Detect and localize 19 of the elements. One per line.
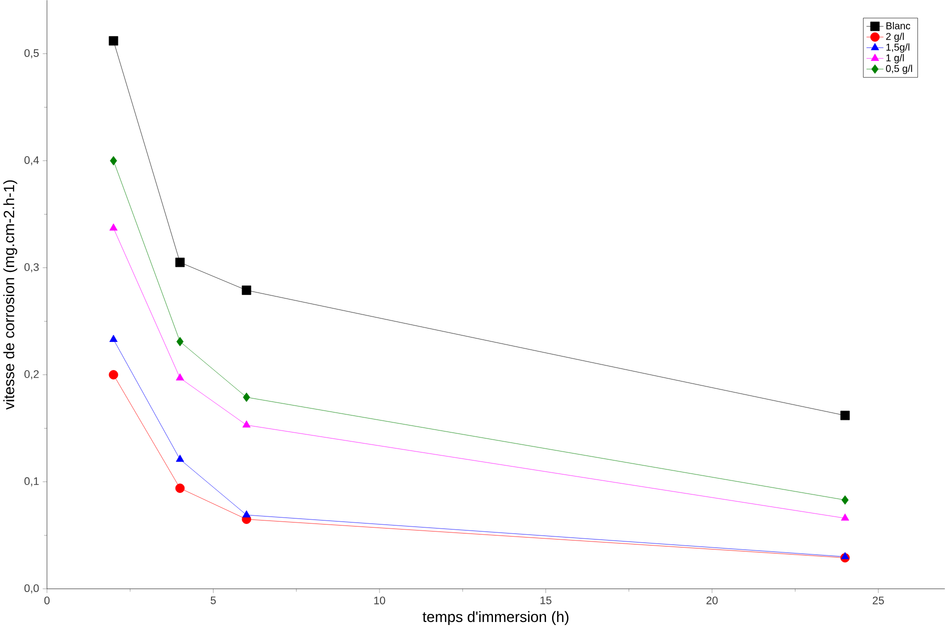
x-tick-label: 10 (374, 596, 386, 604)
x-tick-label: 0 (44, 596, 50, 604)
legend-label: 2 g/l (886, 32, 904, 42)
x-tick-label: 25 (872, 596, 884, 604)
y-tick-label: 0,5 (24, 49, 39, 58)
y-tick-label: 0,0 (24, 584, 39, 594)
legend-label: 0,5 g/l (886, 64, 912, 74)
legend-label: Blanc (886, 22, 910, 30)
x-tick-label: 15 (540, 596, 552, 604)
y-axis-title: vitesse de corrosion (mg.cm-2.h-1) (3, 180, 18, 410)
y-tick-label: 0,1 (24, 477, 39, 486)
y-tick-label: 0,4 (24, 156, 39, 166)
x-tick-label: 20 (706, 596, 718, 604)
legend-label: 1,5g/l (886, 43, 910, 52)
y-tick-label: 0,2 (24, 370, 39, 380)
legend-label: 1 g/l (886, 54, 904, 64)
y-tick-label: 0,3 (24, 263, 39, 272)
x-tick-label: 5 (210, 596, 216, 604)
x-axis-title: temps d'immersion (h) (422, 610, 568, 625)
